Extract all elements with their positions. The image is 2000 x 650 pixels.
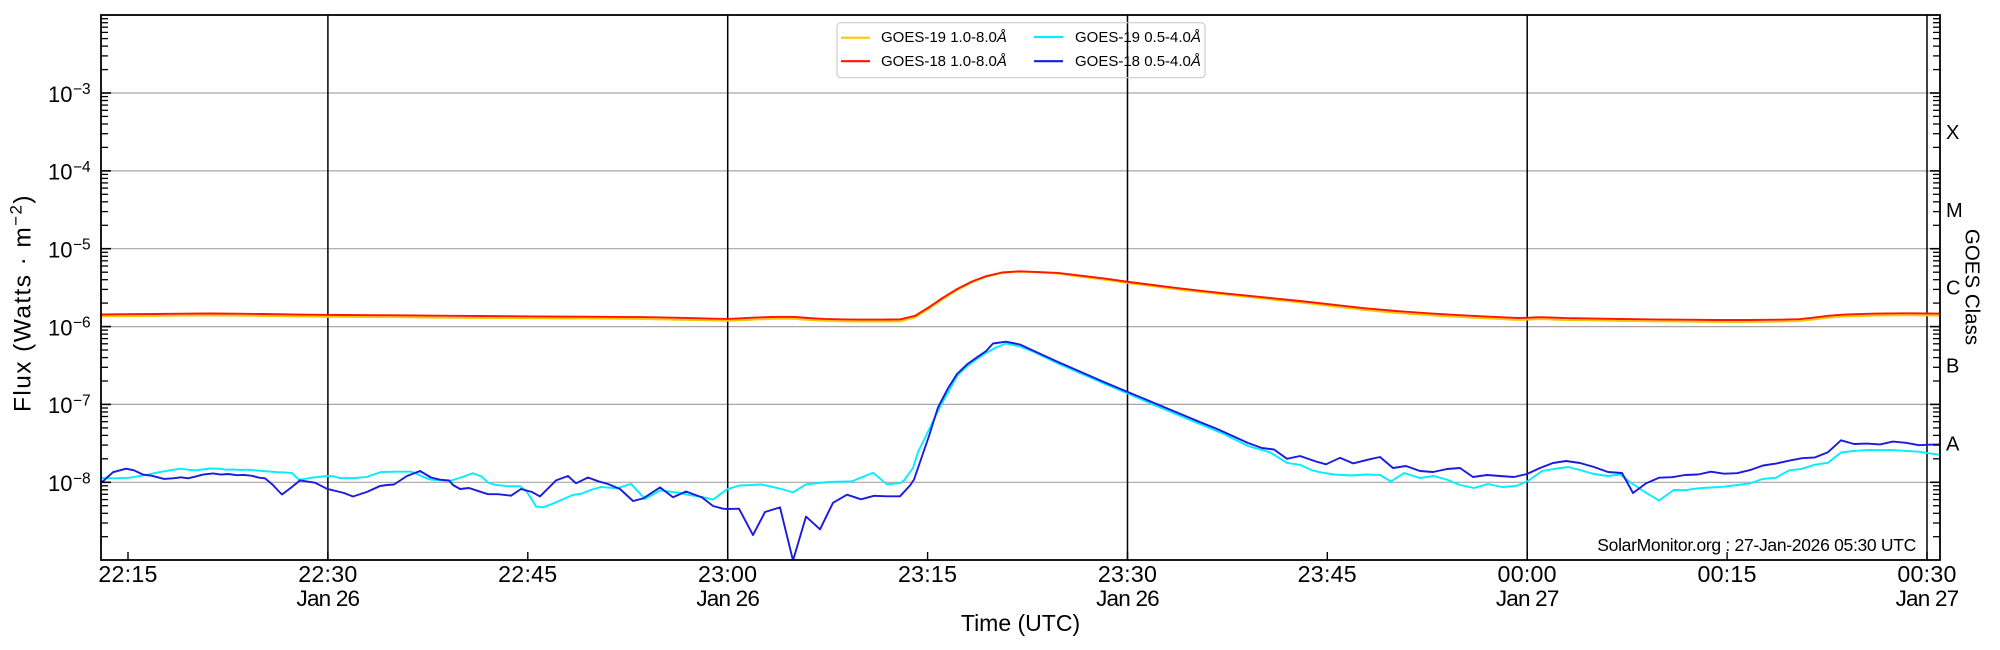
svg-text:X: X — [1946, 122, 1959, 144]
svg-text:22:15: 22:15 — [98, 561, 157, 587]
svg-text:GOES-18 1.0-8.0Å: GOES-18 1.0-8.0Å — [881, 53, 1007, 70]
svg-text:B: B — [1946, 356, 1959, 378]
svg-text:−8: −8 — [73, 470, 91, 487]
svg-text:SolarMonitor.org : 27-Jan-2026: SolarMonitor.org : 27-Jan-2026 05:30 UTC — [1597, 535, 1916, 555]
svg-text:23:45: 23:45 — [1298, 561, 1357, 587]
svg-text:00:00: 00:00 — [1498, 561, 1557, 587]
svg-text:10: 10 — [48, 315, 72, 340]
svg-text:M: M — [1946, 200, 1963, 222]
svg-text:10: 10 — [48, 393, 72, 418]
svg-text:22:30: 22:30 — [298, 561, 357, 587]
svg-text:C: C — [1946, 278, 1960, 300]
svg-text:10: 10 — [48, 160, 72, 185]
svg-text:Jan 26: Jan 26 — [297, 586, 360, 611]
svg-text:Jan 26: Jan 26 — [696, 586, 759, 611]
svg-text:GOES Class: GOES Class — [1961, 229, 1984, 345]
svg-text:A: A — [1946, 433, 1960, 455]
svg-text:−3: −3 — [73, 81, 91, 98]
svg-text:00:30: 00:30 — [1897, 561, 1956, 587]
svg-text:10: 10 — [48, 238, 72, 263]
svg-text:10: 10 — [48, 82, 72, 107]
svg-text:22:45: 22:45 — [498, 561, 557, 587]
svg-text:−6: −6 — [73, 315, 91, 332]
svg-text:23:30: 23:30 — [1098, 561, 1157, 587]
svg-text:GOES-19 0.5-4.0Å: GOES-19 0.5-4.0Å — [1075, 29, 1201, 46]
svg-text:Jan 26: Jan 26 — [1096, 586, 1159, 611]
svg-text:Jan 27: Jan 27 — [1896, 586, 1959, 611]
svg-text:00:15: 00:15 — [1697, 561, 1756, 587]
svg-text:Jan 27: Jan 27 — [1496, 586, 1559, 611]
svg-text:GOES-19 1.0-8.0Å: GOES-19 1.0-8.0Å — [881, 29, 1007, 46]
svg-text:23:15: 23:15 — [898, 561, 957, 587]
svg-text:−5: −5 — [73, 237, 91, 254]
svg-text:GOES-18 0.5-4.0Å: GOES-18 0.5-4.0Å — [1075, 53, 1201, 70]
svg-text:23:00: 23:00 — [698, 561, 757, 587]
svg-text:10: 10 — [48, 471, 72, 496]
svg-text:Flux (Watts · m−2): Flux (Watts · m−2) — [6, 194, 37, 412]
svg-text:Time (UTC): Time (UTC) — [961, 610, 1080, 636]
svg-text:−4: −4 — [73, 159, 91, 176]
svg-text:−7: −7 — [73, 392, 91, 409]
